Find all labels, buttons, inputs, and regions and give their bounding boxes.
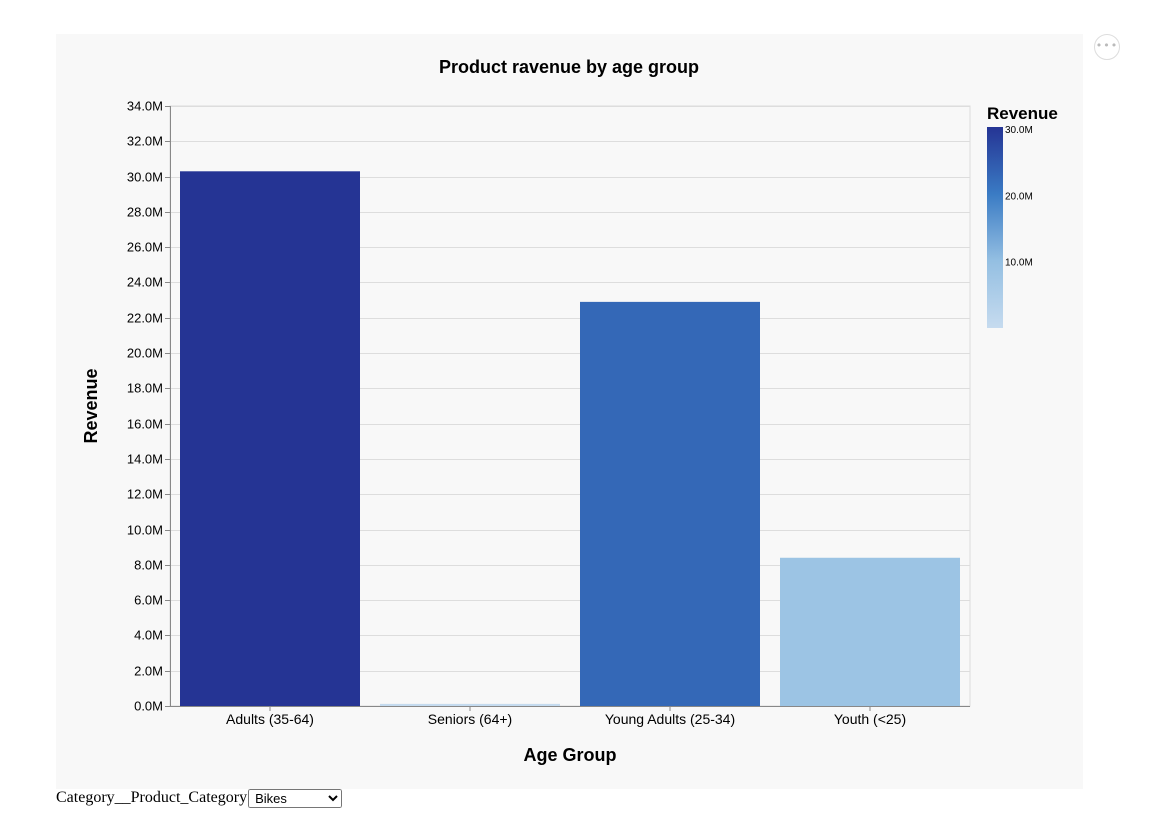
y-tick-label: 22.0M <box>127 311 163 326</box>
x-axis-title: Age Group <box>524 745 617 765</box>
y-tick-label: 2.0M <box>134 664 163 679</box>
y-tick-label: 0.0M <box>134 699 163 714</box>
chart-panel: Product ravenue by age group 0.0M 2.0M 4.0… <box>56 34 1083 789</box>
filter-label: Category__Product_Category <box>56 789 248 806</box>
x-tick-label: Youth (<25) <box>834 711 906 727</box>
y-tick-label: 14.0M <box>127 452 163 467</box>
chart-title: Product ravenue by age group <box>439 57 699 77</box>
bar-seniors-64[interactable] <box>380 703 560 706</box>
chart-actions-button[interactable]: ••• <box>1094 34 1120 60</box>
y-tick-label: 32.0M <box>127 134 163 149</box>
y-tick-label: 16.0M <box>127 417 163 432</box>
legend-tick-label: 30.0M <box>1005 125 1033 136</box>
y-tick-label: 20.0M <box>127 346 163 361</box>
y-tick-label: 34.0M <box>127 99 163 114</box>
bar-adults-35-64[interactable] <box>180 171 360 706</box>
y-tick-label: 28.0M <box>127 205 163 220</box>
x-tick-label: Young Adults (25-34) <box>605 711 735 727</box>
y-axis-title: Revenue <box>81 368 101 443</box>
y-tick-label: 8.0M <box>134 558 163 573</box>
category-select[interactable]: Bikes <box>248 788 343 808</box>
legend-tick-label: 20.0M <box>1005 191 1033 202</box>
legend-gradient-bar <box>987 127 1003 328</box>
bar-chart: Product ravenue by age group 0.0M 2.0M 4.0… <box>81 57 1058 765</box>
y-tick-label: 24.0M <box>127 275 163 290</box>
y-tick-label: 12.0M <box>127 487 163 502</box>
bar-youth-25[interactable] <box>780 557 960 706</box>
bar-young-adults-25-34[interactable] <box>580 301 760 706</box>
legend-tick-label: 10.0M <box>1005 258 1033 269</box>
y-tick-label: 26.0M <box>127 240 163 255</box>
y-tick-label: 10.0M <box>127 523 163 538</box>
y-tick-label: 18.0M <box>127 381 163 396</box>
axes: 0.0M 2.0M 4.0M 6.0M 8.0M 10.0M 12.0M 14.0M 16.0M… <box>127 99 970 727</box>
bars <box>180 171 960 706</box>
x-tick-label: Seniors (64+) <box>428 711 512 727</box>
y-tick-label: 4.0M <box>134 628 163 643</box>
color-legend: Revenue 30.0M 20.0M 10.0M <box>987 104 1058 328</box>
y-tick-label: 30.0M <box>127 170 163 185</box>
y-tick-label: 6.0M <box>134 593 163 608</box>
more-horizontal-icon: ••• <box>1095 39 1119 52</box>
legend-title: Revenue <box>987 104 1058 123</box>
filter-control: Category__Product_Category Bikes <box>56 788 343 808</box>
x-tick-label: Adults (35-64) <box>226 711 314 727</box>
